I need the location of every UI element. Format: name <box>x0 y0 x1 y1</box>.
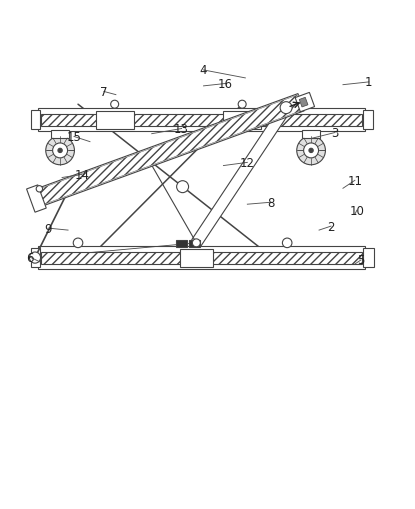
Bar <box>363 111 373 130</box>
Text: 1: 1 <box>365 76 373 89</box>
Polygon shape <box>299 98 308 108</box>
Polygon shape <box>295 93 315 112</box>
Text: 9: 9 <box>44 222 52 235</box>
Circle shape <box>309 149 313 153</box>
Bar <box>176 240 187 247</box>
Circle shape <box>36 186 43 192</box>
Polygon shape <box>36 94 304 207</box>
Circle shape <box>177 181 188 193</box>
Text: 14: 14 <box>75 168 90 182</box>
Text: 12: 12 <box>240 157 255 169</box>
Text: 7: 7 <box>100 86 107 99</box>
Circle shape <box>280 102 292 115</box>
Circle shape <box>297 137 325 165</box>
Bar <box>42 252 362 264</box>
Circle shape <box>111 101 119 109</box>
Circle shape <box>73 239 83 248</box>
Circle shape <box>29 252 41 264</box>
Circle shape <box>193 239 200 247</box>
Polygon shape <box>27 185 46 213</box>
Polygon shape <box>36 96 304 206</box>
Bar <box>42 115 362 126</box>
Text: 6: 6 <box>27 251 34 264</box>
Bar <box>223 112 261 130</box>
Bar <box>31 111 40 130</box>
Text: 5: 5 <box>357 254 364 267</box>
Circle shape <box>53 144 68 159</box>
Circle shape <box>282 239 292 248</box>
Circle shape <box>58 149 62 153</box>
Bar <box>51 131 69 139</box>
Text: 4: 4 <box>200 64 207 77</box>
Bar <box>180 250 213 267</box>
Text: 13: 13 <box>174 123 189 136</box>
Text: 11: 11 <box>347 175 362 187</box>
Text: 8: 8 <box>268 196 275 209</box>
Text: 15: 15 <box>66 131 81 144</box>
Circle shape <box>238 101 246 109</box>
Bar <box>96 112 134 130</box>
Text: 2: 2 <box>327 220 335 233</box>
Bar <box>38 246 365 270</box>
Bar <box>31 248 40 268</box>
Polygon shape <box>192 105 291 246</box>
Text: 16: 16 <box>218 78 233 91</box>
Circle shape <box>304 144 319 159</box>
Bar <box>302 131 320 139</box>
Circle shape <box>46 137 74 165</box>
Text: 3: 3 <box>331 127 339 139</box>
Bar <box>363 248 374 268</box>
Bar <box>38 109 365 132</box>
Bar <box>189 240 200 247</box>
Text: 10: 10 <box>349 204 364 217</box>
